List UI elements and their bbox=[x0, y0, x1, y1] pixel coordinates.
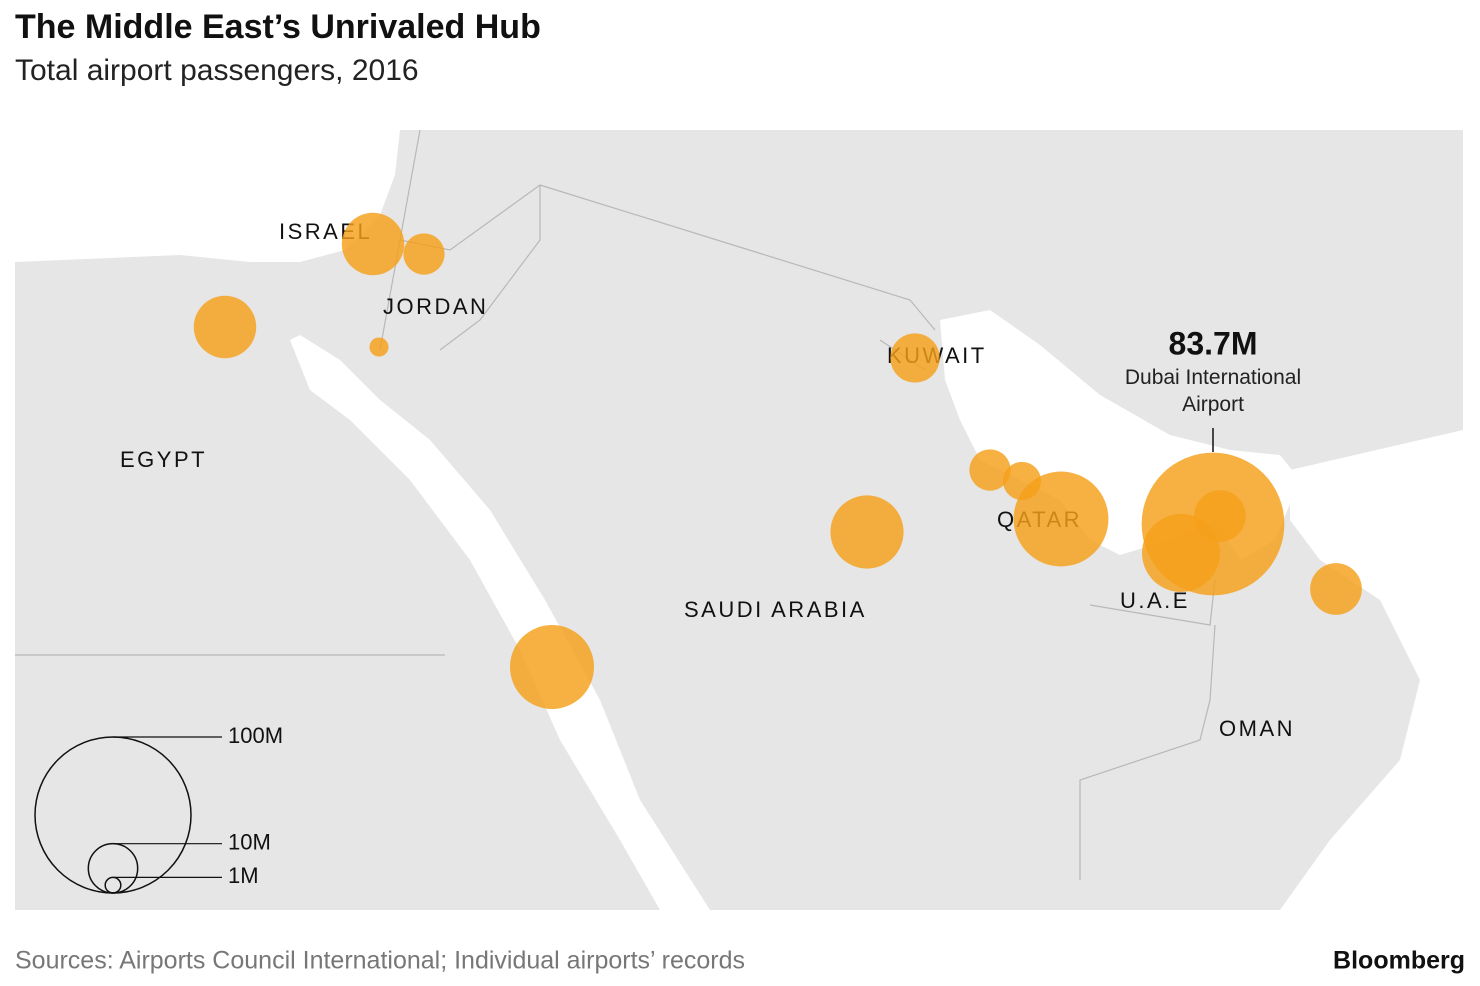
legend-label: 10M bbox=[228, 829, 271, 854]
airport-bubble bbox=[403, 233, 445, 275]
airport-bubble bbox=[1013, 471, 1109, 567]
airport-bubble bbox=[369, 337, 389, 357]
callout-value: 83.7M bbox=[1169, 325, 1258, 361]
airport-bubble bbox=[890, 333, 940, 383]
mediterranean bbox=[15, 130, 400, 262]
callout-label: Dubai International Airport bbox=[1124, 366, 1302, 416]
arabian-sea bbox=[1280, 430, 1463, 910]
subtitle: Total airport passengers, 2016 bbox=[15, 54, 419, 87]
airport-bubble bbox=[341, 212, 405, 276]
airport-bubble bbox=[830, 495, 904, 569]
country-label: OMAN bbox=[1219, 716, 1295, 741]
legend-label: 100M bbox=[228, 723, 283, 748]
country-label: U.A.E bbox=[1120, 588, 1190, 613]
airport-bubble bbox=[969, 449, 1011, 491]
brand: Bloomberg bbox=[1333, 947, 1465, 975]
title: The Middle East’s Unrivaled Hub bbox=[15, 8, 541, 46]
airport-bubble bbox=[1310, 563, 1362, 615]
red-sea bbox=[290, 335, 710, 910]
callout-box: Dubai International Airport bbox=[1124, 366, 1302, 416]
country-label: SAUDI ARABIA bbox=[684, 597, 867, 622]
airport-bubble bbox=[193, 295, 257, 359]
bubbles bbox=[193, 212, 1362, 710]
legend: 100M 10M 1M bbox=[34, 723, 283, 894]
airport-bubble bbox=[509, 624, 595, 710]
airport-bubble bbox=[1141, 452, 1285, 596]
country-label: EGYPT bbox=[120, 447, 207, 472]
legend-label: 1M bbox=[228, 863, 259, 888]
country-label: JORDAN bbox=[383, 294, 488, 319]
source: Sources: Airports Council International;… bbox=[15, 947, 745, 975]
